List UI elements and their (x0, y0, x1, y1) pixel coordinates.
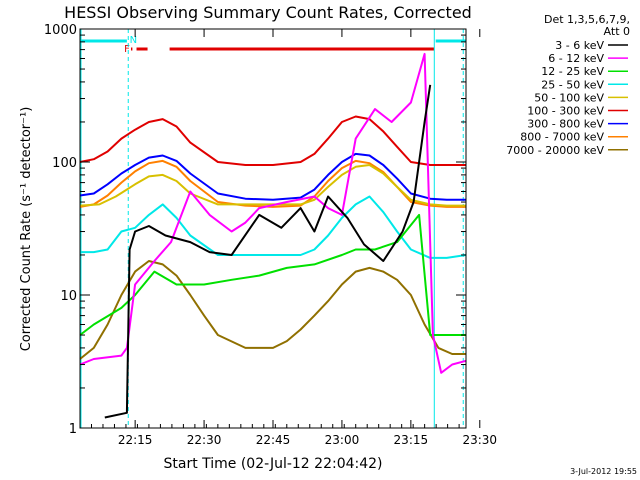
legend-label: 800 - 7000 keV (520, 131, 604, 144)
timestamp: 3-Jul-2012 19:55 (570, 467, 637, 476)
series-line-6-12keV (79, 52, 467, 374)
y-tick-label: 1 (69, 422, 77, 437)
x-axis-label: Start Time (02-Jul-12 22:04:42) (163, 456, 382, 472)
legend-label: 100 - 300 keV (527, 105, 604, 118)
legend-header: Det 1,3,5,6,7,9, (544, 13, 630, 26)
y-tick-label: 10 (60, 289, 77, 304)
series-line-12-25keV (79, 213, 466, 336)
night-flag-label: N (130, 35, 137, 46)
series-line-300-800keV (79, 152, 466, 201)
legend-header: Att 0 (604, 25, 630, 38)
x-tick-label: 23:30 (462, 433, 497, 447)
legend-label: 300 - 800 keV (527, 118, 604, 131)
series-line-100-300keV (79, 115, 466, 166)
axes: 22:15 22:30 22:45 23:00 23:15 23:30 1 10 100 1000 (44, 23, 497, 447)
plot-area: FN (79, 29, 467, 428)
chart-title: HESSI Observing Summary Count Rates, Cor… (64, 3, 472, 22)
y-tick-label: 1000 (44, 23, 77, 38)
series-line-3-6keV (104, 84, 432, 419)
x-tick-label: 22:45 (256, 433, 291, 447)
x-tick-label: 22:15 (118, 433, 153, 447)
legend-label: 25 - 50 keV (541, 78, 604, 91)
y-axis-label: Corrected Count Rate (s⁻¹ detector⁻¹) (19, 107, 34, 352)
series-line-7000-20000keV (79, 260, 466, 360)
x-tick-label: 22:30 (187, 433, 222, 447)
legend-label: 3 - 6 keV (555, 39, 604, 52)
legend-label: 7000 - 20000 keV (506, 144, 604, 157)
y-tick-label: 100 (52, 156, 77, 171)
series-line-25-50keV (80, 195, 467, 259)
legend-label: 12 - 25 keV (541, 65, 604, 78)
legend-label: 50 - 100 keV (534, 91, 604, 104)
series-line-50-100keV (79, 164, 466, 207)
legend-label: 6 - 12 keV (548, 52, 604, 65)
x-tick-label: 23:15 (394, 433, 429, 447)
x-tick-label: 23:00 (325, 433, 360, 447)
flare-flag-label: F (124, 44, 130, 55)
